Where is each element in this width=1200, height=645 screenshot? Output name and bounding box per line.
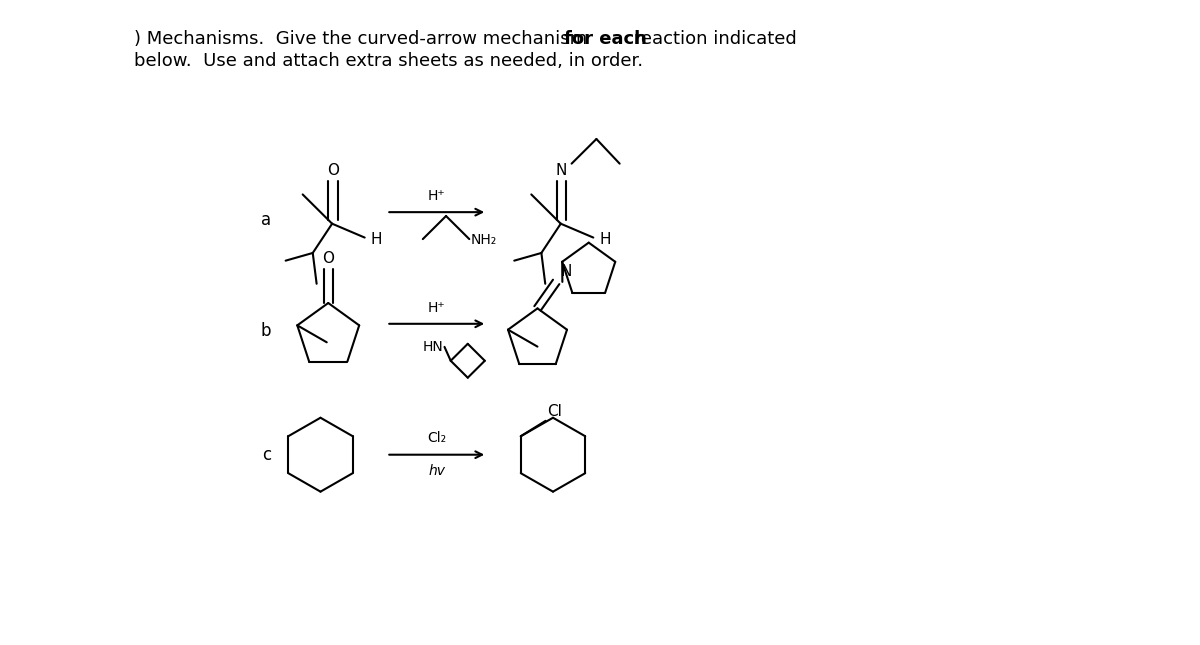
- Text: reaction indicated: reaction indicated: [628, 30, 797, 48]
- Text: H: H: [371, 232, 383, 246]
- Text: Cl₂: Cl₂: [427, 432, 446, 446]
- Text: c: c: [262, 446, 271, 464]
- Text: N: N: [556, 163, 568, 178]
- Text: for each: for each: [564, 30, 647, 48]
- Text: hv: hv: [428, 464, 445, 478]
- Text: NH₂: NH₂: [470, 233, 497, 247]
- Text: below.  Use and attach extra sheets as needed, in order.: below. Use and attach extra sheets as ne…: [134, 52, 643, 70]
- Text: ) Mechanisms.  Give the curved-arrow mechanism: ) Mechanisms. Give the curved-arrow mech…: [134, 30, 593, 48]
- Text: Cl: Cl: [547, 404, 562, 419]
- Text: b: b: [262, 322, 271, 341]
- Text: H⁺: H⁺: [428, 189, 445, 203]
- Text: O: O: [323, 251, 335, 266]
- Text: H: H: [600, 232, 611, 246]
- Text: N: N: [560, 264, 572, 279]
- Text: O: O: [326, 163, 338, 178]
- Text: a: a: [262, 211, 271, 229]
- Text: H⁺: H⁺: [428, 301, 445, 315]
- Text: HN: HN: [422, 340, 444, 354]
